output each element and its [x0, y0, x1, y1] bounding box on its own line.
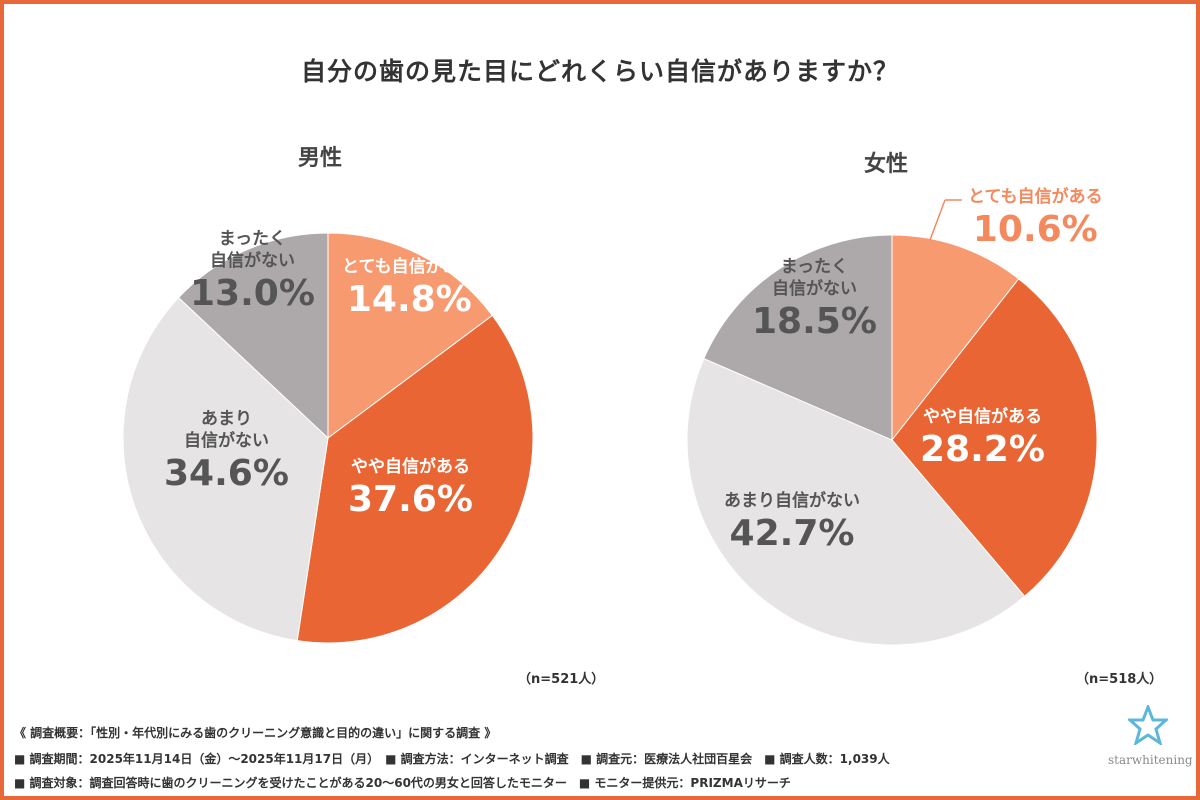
starwhitening-logo: starwhitening — [1108, 702, 1193, 767]
star-icon — [1126, 702, 1170, 747]
not-very-confident-slice — [686, 357, 1026, 646]
survey-summary: 《 調査概要：「性別・年代別にみる歯のクリーニング意識と目的の違い」に関する調査… — [14, 726, 497, 740]
male-sample-size: （n=521人） — [518, 672, 605, 687]
survey-target: ■ 調査対象：調査回答時に歯のクリーニングを受けたことがある20～60代の男女と… — [14, 776, 791, 790]
not-at-all-confident-slice — [703, 234, 893, 441]
female-label-very: とても自信がある 10.6% — [968, 187, 1103, 251]
male-label-somewhat: やや自信がある 37.6% — [348, 457, 473, 521]
very-confident-slice — [327, 232, 494, 439]
female-label-notvery: あまり自信がない 42.7% — [724, 491, 860, 555]
male-label-very: とても自信がある 14.8% — [342, 257, 477, 321]
female-label-notall: まったく 自信がない 18.5% — [752, 257, 877, 343]
chart-title: 自分の歯の見た目にどれくらい自信がありますか？ — [300, 57, 899, 86]
female-title: 女性 — [864, 152, 909, 177]
survey-details: ■ 調査期間：2025年11月14日（金）～2025年11月17日（月） ■ 調… — [14, 752, 890, 766]
not-at-all-confident-slice — [177, 232, 329, 440]
not-very-confident-slice — [122, 296, 329, 642]
male-label-notvery: あまり 自信がない 34.6% — [164, 409, 289, 495]
female-pie — [686, 234, 1098, 646]
somewhat-confident-slice — [296, 314, 534, 644]
male-label-notall: まったく 自信がない 13.0% — [190, 229, 315, 315]
somewhat-confident-slice — [891, 278, 1098, 598]
male-title: 男性 — [298, 146, 343, 171]
male-pie — [122, 232, 534, 644]
female-sample-size: （n=518人） — [1076, 672, 1163, 687]
female-label-somewhat: やや自信がある 28.2% — [920, 407, 1045, 471]
very-confident-slice — [891, 234, 1020, 442]
callout-line — [929, 199, 946, 241]
